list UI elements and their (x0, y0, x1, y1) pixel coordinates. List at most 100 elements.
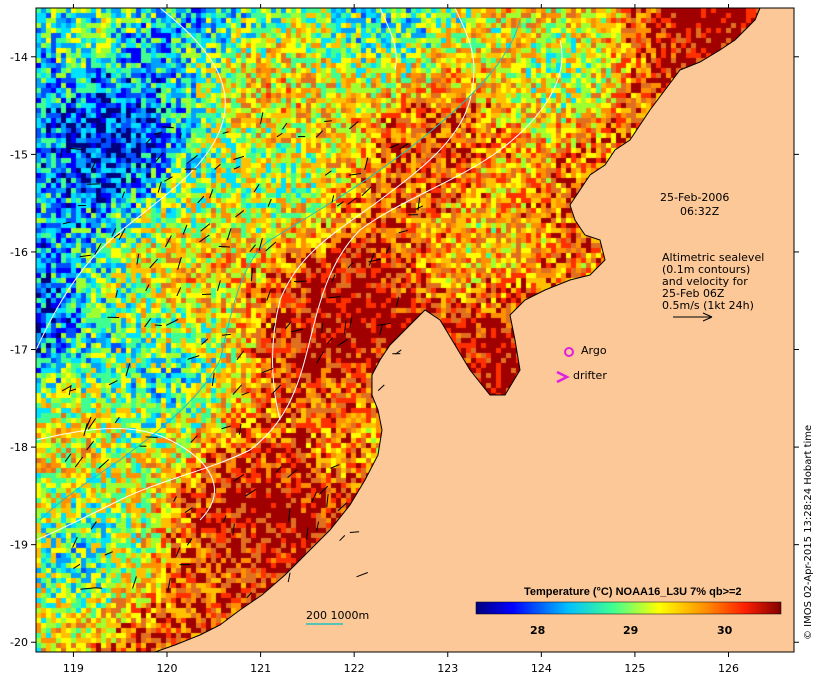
velocity-arrow (60, 149, 63, 158)
lat-tick-label: -17 (10, 344, 28, 357)
velocity-arrow (331, 274, 336, 283)
velocity-arrow (149, 258, 159, 269)
velocity-arrow (155, 152, 164, 162)
velocity-arrow (86, 440, 95, 451)
velocity-arrow (395, 296, 400, 307)
velocity-arrow (235, 210, 245, 218)
velocity-arrow (221, 425, 232, 430)
velocity-arrow (271, 323, 276, 331)
velocity-arrow (395, 349, 402, 355)
velocity-arrow (321, 323, 324, 334)
velocity-arrow (349, 531, 360, 534)
velocity-arrow (199, 234, 210, 243)
bathymetry-legend: 200 1000m (306, 609, 369, 625)
velocity-arrow (85, 416, 92, 430)
velocity-arrow (356, 572, 368, 578)
velocity-arrow (222, 515, 227, 523)
velocity-arrow (184, 507, 193, 514)
velocity-arrow (339, 535, 346, 542)
velocity-arrow (136, 253, 140, 265)
lat-tick-label: -16 (10, 246, 28, 259)
velocity-arrow (236, 350, 245, 361)
velocity-arrow (337, 338, 348, 347)
velocity-arrow (166, 318, 179, 326)
velocity-arrow (246, 592, 253, 599)
lon-tick-label: 125 (624, 662, 645, 675)
velocity-arrow (72, 536, 78, 548)
velocity-arrow (319, 485, 329, 495)
lat-tick-label: -19 (10, 539, 28, 552)
velocity-arrow (266, 289, 272, 301)
velocity-arrow (179, 132, 182, 139)
velocity-arrow (328, 295, 341, 299)
velocity-arrow (118, 228, 126, 241)
velocity-arrow (316, 521, 320, 532)
velocity-arrow (250, 267, 253, 282)
altimetry-line-3: and velocity for (662, 275, 748, 288)
velocity-arrow (267, 198, 272, 207)
velocity-arrows (60, 112, 423, 599)
velocity-arrow (190, 435, 198, 443)
velocity-arrow (253, 184, 260, 193)
velocity-arrow (315, 130, 324, 138)
velocity-arrow (287, 469, 298, 478)
bathymetry-200m (39, 19, 521, 521)
velocity-arrow (153, 131, 163, 135)
lon-tick-label: 120 (157, 662, 178, 675)
velocity-arrow (284, 321, 292, 330)
velocity-arrow (232, 384, 242, 395)
velocity-arrow (93, 587, 103, 589)
velocity-arrow (330, 464, 340, 469)
velocity-arrow (377, 384, 385, 391)
lat-tick-label: -14 (10, 51, 28, 64)
velocity-arrow (245, 488, 257, 497)
velocity-arrow (74, 456, 84, 468)
velocity-arrow (73, 563, 81, 570)
altimetry-line-4: 25-Feb 06Z (662, 287, 725, 300)
altimetry-line-5: 0.5m/s (1kt 24h) (662, 299, 754, 312)
velocity-arrow (226, 228, 232, 241)
velocity-arrow (145, 436, 158, 438)
velocity-arrow (200, 223, 211, 232)
date-label: 25-Feb-2006 (660, 191, 729, 204)
velocity-arrow (187, 355, 200, 360)
velocity-arrow (94, 243, 102, 256)
velocity-arrow (275, 466, 282, 473)
velocity-arrow (125, 363, 131, 377)
velocity-arrow (324, 170, 332, 176)
velocity-arrow (197, 195, 205, 204)
velocity-arrow (336, 201, 344, 207)
velocity-arrow (79, 254, 92, 258)
longitude-axis: 119 120 121 122 123 124 125 126 (63, 4, 739, 675)
velocity-arrow (211, 372, 215, 386)
velocity-arrow (265, 241, 277, 252)
latitude-axis: -14 -15 -16 -17 -18 -19 -20 (10, 51, 799, 649)
lon-tick-label: 119 (63, 662, 84, 675)
velocity-arrow (83, 423, 88, 437)
velocity-arrow (104, 551, 113, 556)
velocity-arrow (111, 228, 117, 237)
velocity-arrow (389, 143, 399, 149)
velocity-arrow (115, 290, 119, 298)
colorbar: Temperature (°C) NOAA16_L3U 7% qb>=2 28 … (475, 586, 782, 637)
lon-tick-label: 122 (344, 662, 365, 675)
altimetry-line-1: Altimetric sealevel (662, 251, 764, 264)
velocity-arrow (186, 538, 193, 546)
velocity-arrow (398, 229, 408, 234)
colorbar-tick: 28 (530, 624, 545, 637)
colorbar-tick: 30 (717, 624, 733, 637)
velocity-arrow (173, 496, 177, 502)
lon-tick-label: 126 (718, 662, 739, 675)
velocity-arrow (337, 502, 348, 512)
velocity-arrow (272, 384, 282, 394)
lat-tick-label: -18 (10, 441, 28, 454)
velocity-arrow (347, 262, 354, 269)
velocity-arrow (157, 181, 162, 193)
velocity-arrow (175, 547, 181, 557)
velocity-arrow (164, 235, 172, 248)
lat-tick-label: -15 (10, 148, 28, 161)
colorbar-gradient (475, 601, 782, 615)
velocity-arrow (114, 416, 120, 424)
velocity-arrow (238, 424, 242, 435)
